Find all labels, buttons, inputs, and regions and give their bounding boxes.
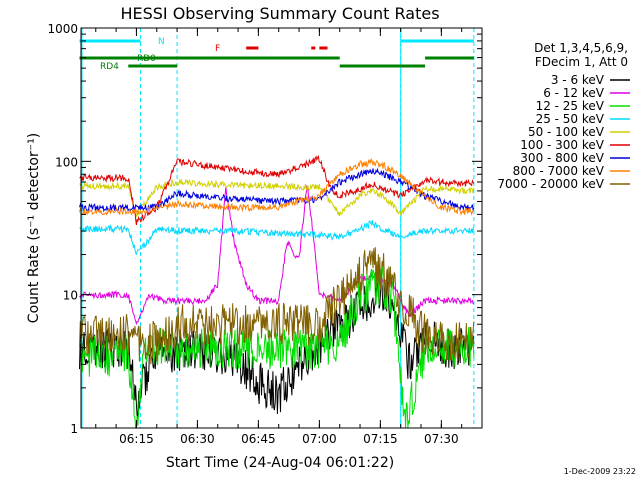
series-line-5: [79, 154, 475, 225]
series-line-6: [79, 167, 475, 213]
legend-header-1: Det 1,3,4,5,6,9,: [534, 41, 628, 55]
series-line-3: [79, 220, 475, 256]
legend-label-7: 800 - 7000 keV: [513, 164, 605, 178]
chart-title: HESSI Observing Summary Count Rates: [120, 4, 439, 23]
y-tick-label-1: 10: [63, 289, 78, 303]
legend-header-2: FDecim 1, Att 0: [535, 55, 628, 69]
x-tick-label-3: 07:00: [302, 432, 337, 446]
legend-label-1: 6 - 12 keV: [543, 86, 605, 100]
annotation-n-label: N: [158, 37, 165, 47]
legend-label-4: 50 - 100 keV: [528, 125, 605, 139]
series-line-1: [79, 185, 475, 326]
legend-label-3: 25 - 50 keV: [536, 112, 605, 126]
legend-label-2: 12 - 25 keV: [536, 99, 605, 113]
legend-label-0: 3 - 6 keV: [551, 73, 605, 87]
series-line-0: [79, 272, 475, 418]
annotation-rd0-label: RD0: [137, 54, 156, 64]
plot-area: [79, 28, 475, 429]
annotation-f-label: F: [215, 44, 220, 54]
y-tick-label-3: 1000: [47, 22, 78, 36]
series-line-8: [79, 247, 475, 365]
legend-label-5: 100 - 300 keV: [520, 138, 604, 152]
x-tick-label-5: 07:30: [424, 432, 459, 446]
plot-frame: [80, 27, 483, 429]
series-line-7: [79, 158, 475, 217]
legend-label-6: 300 - 800 keV: [520, 151, 604, 165]
legend-label-8: 7000 - 20000 keV: [497, 177, 604, 191]
annotation-rd4-label: RD4: [100, 62, 119, 72]
y-axis-label: Count Rate (s⁻¹ detector⁻¹): [26, 133, 42, 323]
x-tick-label-2: 06:45: [241, 432, 276, 446]
x-tick-label-0: 06:15: [119, 432, 154, 446]
series-line-2: [79, 264, 475, 429]
footer-date: 1-Dec-2009 23:22: [564, 467, 636, 476]
x-tick-label-4: 07:15: [363, 432, 398, 446]
y-tick-label-0: 1: [70, 422, 78, 436]
x-tick-label-1: 06:30: [180, 432, 215, 446]
legend: Det 1,3,4,5,6,9, FDecim 1, Att 0 3 - 6 k…: [497, 41, 630, 191]
y-tick-label-2: 100: [55, 155, 78, 169]
x-axis-label: Start Time (24-Aug-04 06:01:22): [166, 455, 394, 471]
